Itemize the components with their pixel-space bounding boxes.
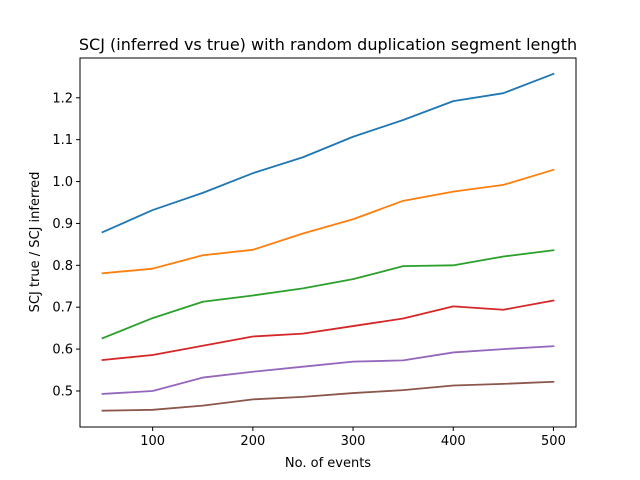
y-tick-label: 0.5 [52,384,73,399]
y-tick-label: 1.0 [52,175,73,190]
plot-area [101,72,555,412]
x-tick-label: 300 [341,434,366,449]
series-line-4 [101,299,555,361]
chart-title: SCJ (inferred vs true) with random dupli… [79,35,577,54]
x-axis-title: No. of events [285,456,371,471]
x-axis: 100 200 300 400 500 [140,427,566,449]
axes-frame [79,57,577,428]
series-line-6 [101,380,555,412]
x-tick-label: 200 [240,434,265,449]
y-axis: 0.5 0.6 0.7 0.8 0.9 1.0 1.1 1.2 [52,91,80,399]
y-axis-title: SCJ true / SCJ inferred [28,172,43,313]
y-tick-label: 0.9 [52,217,73,232]
y-tick-label: 1.1 [52,133,73,148]
series-line-1 [101,72,555,234]
y-tick-label: 0.7 [52,301,73,316]
x-tick-label: 500 [541,434,566,449]
series-line-5 [101,345,555,395]
y-tick-label: 0.6 [52,343,73,358]
x-tick-label: 400 [441,434,466,449]
series-line-3 [101,249,555,340]
series-line-2 [101,168,555,275]
x-tick-label: 100 [140,434,165,449]
y-tick-label: 1.2 [52,91,73,106]
y-tick-label: 0.8 [52,259,73,274]
